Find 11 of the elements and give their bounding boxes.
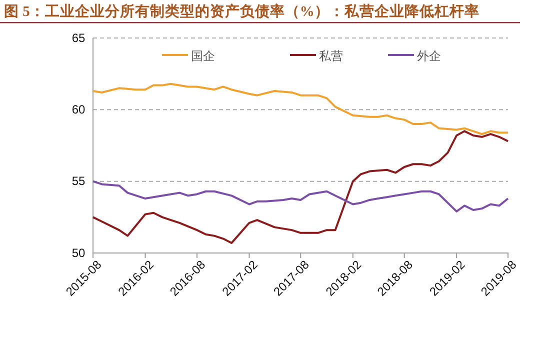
y-tick-label: 50: [72, 246, 86, 260]
chart-title: 图 5：工业企业分所有制类型的资产负债率（%）：私营企业降低杠杆率: [4, 2, 480, 20]
line-series: [92, 180, 509, 212]
y-tick-label: 65: [72, 30, 86, 45]
line-series: [92, 82, 509, 136]
line-series: [92, 130, 509, 244]
legend-label: 外企: [417, 49, 441, 63]
y-tick-label: 55: [72, 174, 86, 188]
legend-label: 国企: [191, 49, 215, 63]
y-tick-label: 60: [72, 102, 86, 117]
legend-label: 私营: [319, 49, 343, 63]
